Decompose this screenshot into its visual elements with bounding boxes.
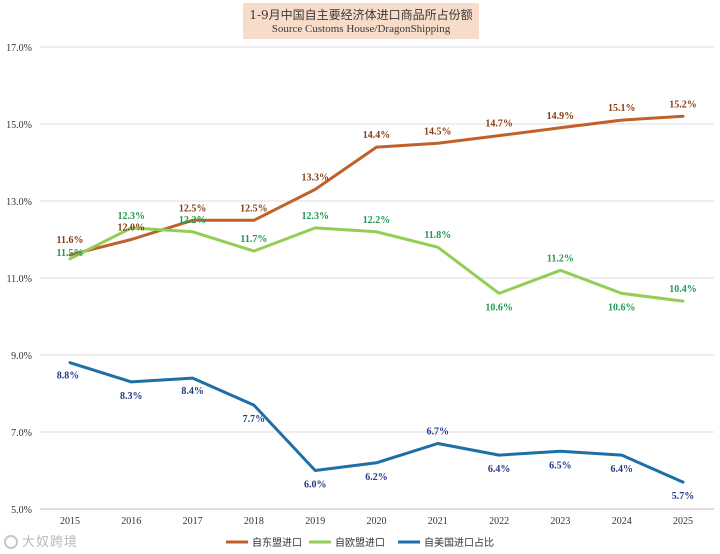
series-lines (68, 114, 685, 484)
data-label: 6.5% (549, 460, 572, 471)
series-line (68, 114, 685, 257)
y-axis-ticks: 5.0% 7.0% 9.0% 11.0% 13.0% 15.0% 17.0% (6, 43, 32, 516)
x-tick-label: 2018 (244, 516, 264, 527)
y-tick-label: 5.0% (11, 505, 32, 516)
x-tick-label: 2021 (428, 516, 448, 527)
y-tick-label: 13.0% (6, 197, 32, 208)
gridlines (40, 46, 714, 510)
data-label: 14.9% (547, 111, 575, 122)
data-label: 10.6% (485, 302, 513, 313)
data-label: 6.4% (610, 464, 633, 475)
data-label: 15.2% (669, 99, 697, 110)
series-line (68, 361, 685, 484)
y-tick-label: 11.0% (7, 274, 32, 285)
legend: 自东盟进口 自欧盟进口 自美国进口占比 (226, 536, 494, 549)
data-label: 11.2% (547, 253, 574, 264)
data-label: 12.2% (179, 215, 207, 226)
x-tick-label: 2024 (612, 516, 632, 527)
x-tick-label: 2020 (367, 516, 387, 527)
x-tick-label: 2016 (121, 516, 141, 527)
data-label: 10.6% (608, 302, 636, 313)
legend-label: 自东盟进口 (252, 536, 302, 549)
legend-label: 自欧盟进口 (335, 536, 385, 549)
y-tick-label: 17.0% (6, 43, 32, 54)
series-line (68, 226, 685, 303)
data-label: 8.3% (120, 391, 143, 402)
data-label: 7.7% (243, 414, 266, 425)
data-label: 11.5% (57, 248, 84, 259)
data-label: 5.7% (672, 491, 695, 502)
data-labels: 11.6% 12.0% 12.5% 12.5% 13.3% 14.4% 14.5% 14.7%… (57, 99, 697, 502)
watermark-logo-icon (4, 535, 18, 549)
data-label: 6.0% (304, 480, 327, 491)
data-label: 6.4% (488, 464, 511, 475)
data-label: 6.2% (365, 472, 388, 483)
data-label: 12.2% (363, 215, 391, 226)
x-tick-label: 2015 (60, 516, 80, 527)
data-label: 12.3% (301, 211, 329, 222)
x-tick-label: 2025 (673, 516, 693, 527)
y-tick-label: 9.0% (11, 351, 32, 362)
data-label: 6.7% (427, 427, 450, 438)
data-label: 15.1% (608, 103, 636, 114)
x-tick-label: 2017 (183, 516, 203, 527)
chart-title: 1-9月中国自主要经济体进口商品所占份额 (249, 8, 473, 22)
y-tick-label: 7.0% (11, 428, 32, 439)
data-label: 11.8% (424, 230, 451, 241)
legend-label: 自美国进口占比 (424, 536, 494, 549)
data-label: 12.5% (179, 203, 207, 214)
data-label: 8.8% (57, 371, 80, 382)
data-label: 8.4% (181, 386, 204, 397)
x-tick-label: 2023 (550, 516, 570, 527)
data-label: 10.4% (669, 284, 697, 295)
chart-title-box: 1-9月中国自主要经济体进口商品所占份额 Source Customs Hous… (243, 3, 479, 39)
chart-subtitle: Source Customs House/DragonShipping (271, 23, 451, 35)
data-label: 14.5% (424, 126, 452, 137)
data-label: 13.3% (301, 172, 329, 183)
x-tick-label: 2019 (305, 516, 325, 527)
x-tick-label: 2022 (489, 516, 509, 527)
watermark-text: 大奴跨境 (22, 535, 79, 550)
data-label: 12.0% (118, 223, 146, 234)
data-label: 14.4% (363, 130, 391, 141)
data-label: 14.7% (485, 119, 513, 130)
data-label: 11.6% (57, 235, 84, 246)
y-tick-label: 15.0% (6, 120, 32, 131)
watermark: 大奴跨境 (4, 531, 78, 550)
data-label: 11.7% (240, 234, 267, 245)
data-label: 12.3% (118, 211, 146, 222)
data-label: 12.5% (240, 203, 268, 214)
x-axis-ticks: 2015 2016 2017 2018 2019 2020 2021 2022 2023 2024… (60, 516, 693, 527)
